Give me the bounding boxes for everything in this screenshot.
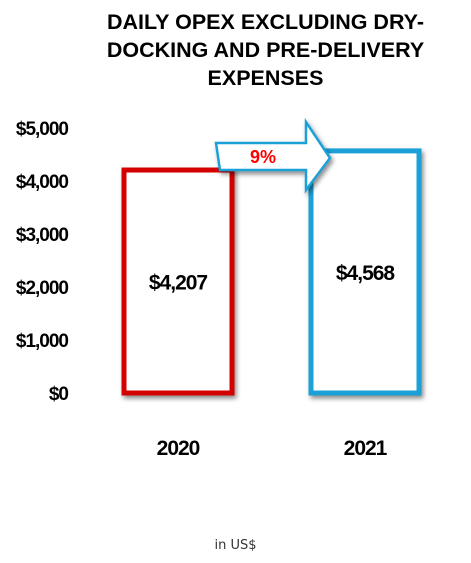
growth-annotation: 9% — [214, 117, 332, 194]
y-tick-label: $5,000 — [16, 119, 69, 140]
y-axis: $0 $1,000 $2,000 $3,000 $4,000 $5,000 — [16, 119, 70, 405]
bar-2020 — [121, 167, 235, 396]
data-label-2021: $4,568 — [336, 262, 396, 285]
x-tick-label: 2021 — [344, 437, 388, 460]
chart-title: DAILY OPEX EXCLUDING DRY-DOCKING AND PRE… — [106, 10, 425, 90]
bars: $4,207 $4,568 — [121, 148, 422, 396]
bar-2021 — [308, 148, 422, 396]
growth-percent-label: 9% — [250, 147, 276, 167]
y-tick-label: $4,000 — [16, 172, 69, 193]
y-tick-label: $0 — [49, 384, 69, 405]
y-tick-label: $1,000 — [16, 331, 69, 352]
y-tick-label: $2,000 — [16, 278, 69, 299]
y-tick-label: $3,000 — [16, 225, 69, 246]
x-axis: 2020 2021 — [157, 437, 389, 460]
x-tick-label: 2020 — [157, 437, 200, 460]
unit-note: in US$ — [214, 538, 257, 553]
growth-arrow-icon — [214, 117, 332, 194]
data-label-2020: $4,207 — [149, 272, 208, 295]
